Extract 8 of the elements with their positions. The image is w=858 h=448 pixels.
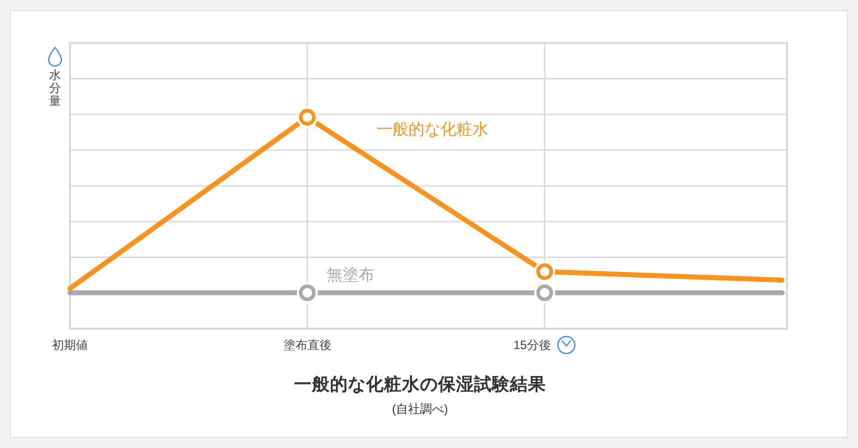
xtick-label: 15分後 [513,338,551,352]
title: 一般的な化粧水の保湿試験結果 [294,374,546,394]
series-name: 一般的な化粧水 [376,120,488,138]
ylabel: 水分量 [49,68,61,108]
xtick-label: 塗布直後 [283,338,332,352]
xtick-label: 初期値 [52,338,88,352]
annotation: (自社調べ) [392,402,448,416]
series-name: 無塗布 [326,266,374,284]
